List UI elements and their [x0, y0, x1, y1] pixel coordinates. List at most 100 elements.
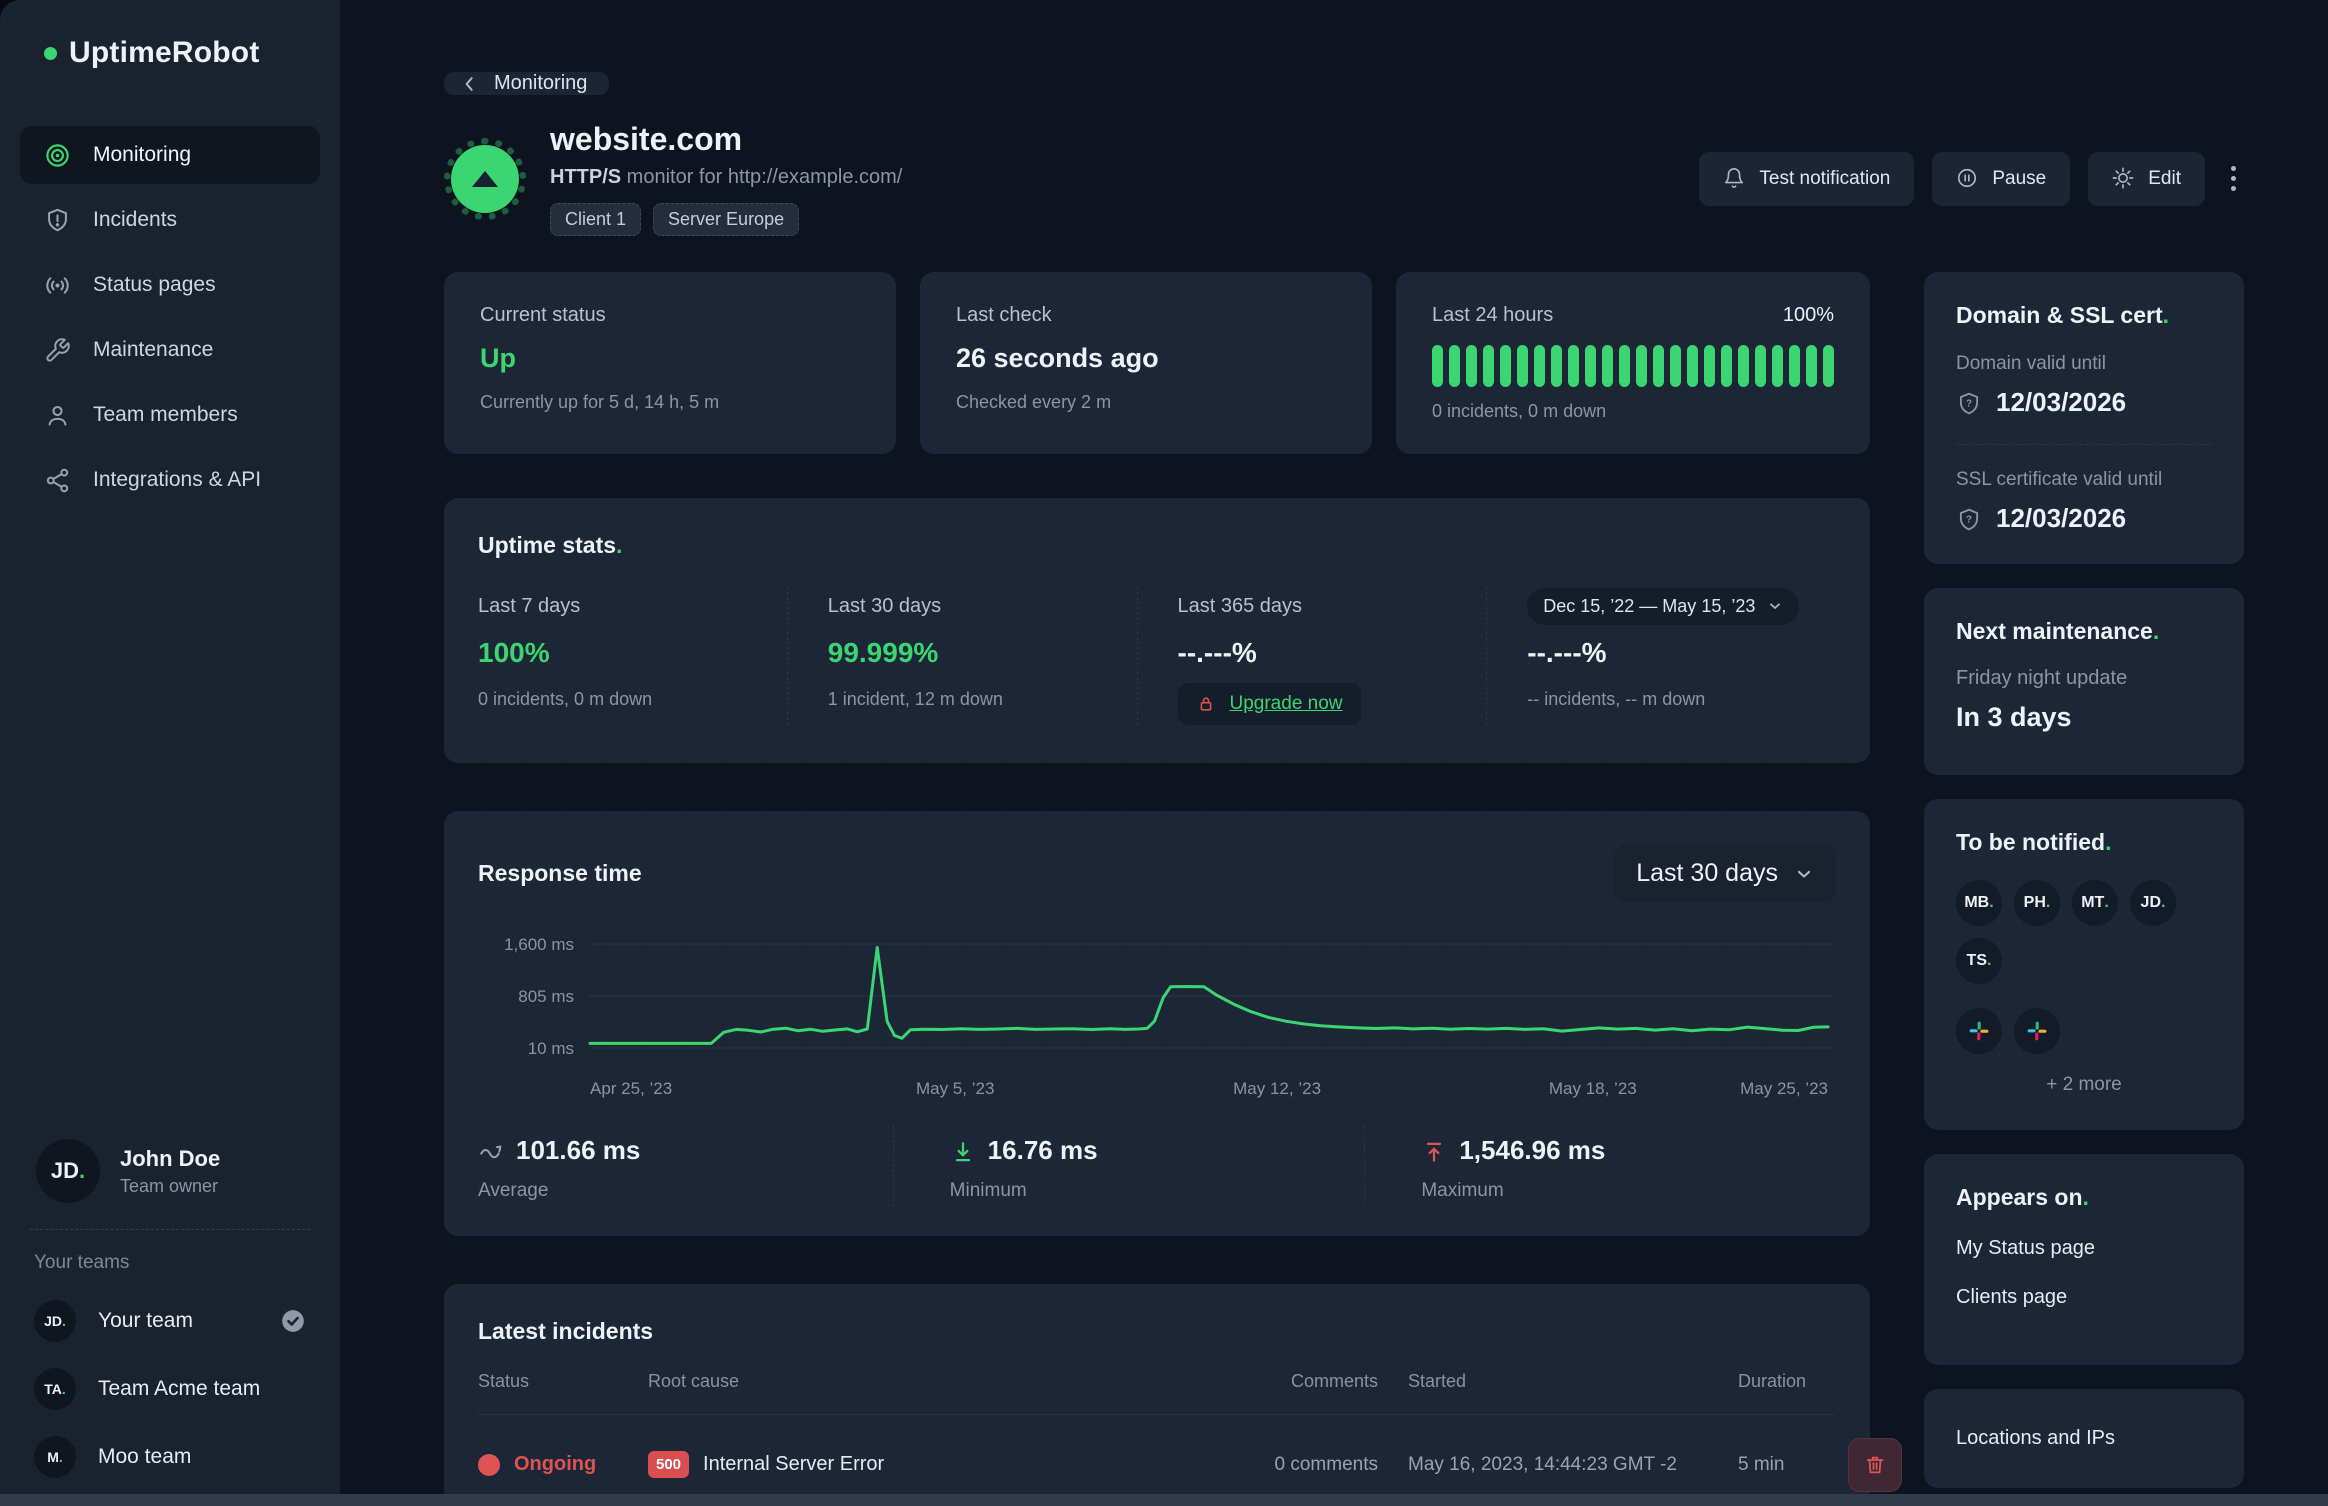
edit-button[interactable]: Edit	[2088, 151, 2205, 206]
teams-list: JD. Your team TA. Team Acme team M. Moo team	[30, 1300, 310, 1478]
latest-incidents-title: Latest incidents	[478, 1318, 654, 1344]
uptime-value: 100%	[478, 637, 550, 668]
upgrade-now-link[interactable]: Upgrade now	[1177, 683, 1361, 725]
svg-text:?: ?	[1966, 399, 1972, 410]
sidebar-item-status-pages[interactable]: Status pages	[20, 256, 320, 314]
latest-incidents-card: Latest incidents Status Root cause Comment…	[444, 1284, 1902, 1506]
locations-card: Locations and IPs	[1924, 1389, 2244, 1488]
incident-comments: 0 comments	[1274, 1453, 1378, 1475]
last-check-value: 26 seconds ago	[956, 343, 1159, 373]
user-role: Team owner	[120, 1175, 219, 1196]
monitor-tags: Client 1 Server Europe	[550, 203, 902, 236]
shield-icon: ?	[1956, 387, 1982, 418]
card-label: Last 24 hours	[1432, 304, 1554, 326]
test-notification-button[interactable]: Test notification	[1699, 151, 1915, 206]
tag-server-europe[interactable]: Server Europe	[653, 203, 800, 236]
monitor-status-icon	[444, 137, 526, 220]
monitor-url: monitor for http://example.com/	[621, 166, 903, 188]
card-caption: Checked every 2 m	[956, 392, 1112, 412]
domain-ssl-title: Domain & SSL cert.	[1956, 302, 2170, 328]
svg-text:1,600 ms: 1,600 ms	[504, 935, 574, 954]
sidebar-item-monitoring[interactable]: Monitoring	[20, 126, 320, 184]
teams-label: Your teams	[34, 1252, 130, 1273]
uptime-bar	[1687, 345, 1698, 387]
slack-icon	[1956, 1008, 2002, 1054]
ongoing-dot-icon	[478, 1453, 500, 1476]
status-cards: Current status Up Currently up for 5 d, …	[444, 272, 1870, 454]
uptime-value: 99.999%	[827, 637, 939, 668]
team-item-your-team[interactable]: JD. Your team	[30, 1300, 310, 1342]
tag-client-1[interactable]: Client 1	[550, 203, 642, 236]
current-status-card: Current status Up Currently up for 5 d, …	[444, 272, 896, 454]
uptime-stats-title: Uptime stats.	[478, 532, 623, 558]
uptime-bar	[1789, 345, 1800, 387]
pause-button[interactable]: Pause	[1932, 151, 2071, 206]
incident-duration: 5 min	[1738, 1453, 1785, 1475]
clients-page-link[interactable]: Clients page	[1956, 1286, 2068, 1308]
range-selector[interactable]: Last 30 days	[1614, 845, 1836, 902]
next-maintenance-card: Next maintenance. Friday night update In…	[1924, 588, 2244, 775]
back-button[interactable]: Monitoring	[444, 72, 610, 95]
uptime-bar	[1653, 345, 1664, 387]
uptime-columns: Last 7 days 100% 0 incidents, 0 m down Last…	[478, 587, 1836, 725]
more-notified-link[interactable]: + 2 more	[2046, 1074, 2122, 1095]
logo-text: UptimeRobot	[69, 36, 260, 69]
uptime-value: --.---%	[1527, 637, 1607, 668]
monitor-actions: Test notification Pause Edit	[1699, 151, 2244, 206]
svg-text:May 12, ’23: May 12, ’23	[1233, 1079, 1321, 1098]
maximum-stat: 1,546.96 ms Maximum	[1364, 1125, 1836, 1206]
more-options-button[interactable]	[2223, 156, 2244, 201]
uptime-bar	[1500, 345, 1511, 387]
uptime-stats-card: Uptime stats. Last 7 days 100% 0 incidents…	[444, 498, 1870, 763]
team-avatar: JD.	[34, 1300, 76, 1342]
gear-icon	[2112, 167, 2134, 189]
uptime-bar	[1704, 345, 1715, 387]
my-status-page-link[interactable]: My Status page	[1956, 1237, 2095, 1259]
divider	[1956, 444, 2212, 445]
uptime-bar	[1585, 345, 1596, 387]
locations-ips-link[interactable]: Locations and IPs	[1956, 1427, 2115, 1449]
sidebar-item-maintenance[interactable]: Maintenance	[20, 321, 320, 379]
svg-text:May 25, ’23: May 25, ’23	[1740, 1079, 1828, 1098]
sidebar-item-team-members[interactable]: Team members	[20, 386, 320, 444]
date-range-selector[interactable]: Dec 15, ’22 — May 15, ’23	[1527, 587, 1800, 625]
notified-avatar-mb: MB.	[1956, 880, 2002, 926]
incident-row-ongoing[interactable]: Ongoing 500 Internal Server Error 0 comment…	[478, 1415, 1902, 1506]
uptime-column-0: Last 7 days 100% 0 incidents, 0 m down	[478, 587, 787, 725]
content-column: Current status Up Currently up for 5 d, …	[444, 272, 1902, 1506]
current-status-value: Up	[480, 343, 516, 373]
delete-incident-button[interactable]	[1848, 1437, 1902, 1492]
avg-icon	[478, 1135, 504, 1166]
uptime-bar	[1738, 345, 1749, 387]
main-area: Monitoring website.com HTTP/S monitor fo…	[340, 0, 2328, 1506]
user-profile[interactable]: JD. John Doe Team owner	[30, 1139, 310, 1203]
avatar: JD.	[36, 1139, 100, 1203]
uptime-value: --.---%	[1177, 637, 1257, 668]
team-item-moo-team[interactable]: M. Moo team	[30, 1436, 310, 1478]
svg-text:Apr 25, ’23: Apr 25, ’23	[590, 1079, 672, 1098]
notified-avatar-mt: MT.	[2072, 880, 2118, 926]
monitor-type: HTTP/S	[550, 166, 622, 188]
shield-icon: ?	[1956, 503, 1982, 534]
sidebar-item-incidents[interactable]: Incidents	[20, 191, 320, 249]
uptime-bar	[1721, 345, 1732, 387]
page-title: website.com	[550, 121, 743, 157]
min-icon	[950, 1135, 976, 1166]
card-label: Last check	[956, 304, 1052, 326]
sidebar-item-integrations-api[interactable]: Integrations & API	[20, 451, 320, 509]
team-item-team-acme-team[interactable]: TA. Team Acme team	[30, 1368, 310, 1410]
status-icon	[44, 272, 71, 299]
uptime-column-3: Dec 15, ’22 — May 15, ’23 --.---% -- inci…	[1486, 587, 1836, 725]
ssl-valid-label: SSL certificate valid until	[1956, 469, 2163, 490]
appears-on-card: Appears on. My Status page Clients page	[1924, 1154, 2244, 1365]
card-caption: 0 incidents, 0 m down	[1432, 401, 1607, 421]
uptime-bar	[1806, 345, 1817, 387]
back-label: Monitoring	[494, 72, 588, 94]
uptime-bar	[1772, 345, 1783, 387]
minimum-stat: 16.76 ms Minimum	[892, 1125, 1365, 1206]
monitor-header: website.com HTTP/S monitor for http://ex…	[444, 121, 2244, 236]
uptime-bar	[1466, 345, 1477, 387]
sidebar-menu: Monitoring Incidents Status pages Maintenan…	[0, 126, 340, 509]
logo-dot-icon	[44, 46, 57, 60]
trash-icon	[1864, 1454, 1886, 1476]
